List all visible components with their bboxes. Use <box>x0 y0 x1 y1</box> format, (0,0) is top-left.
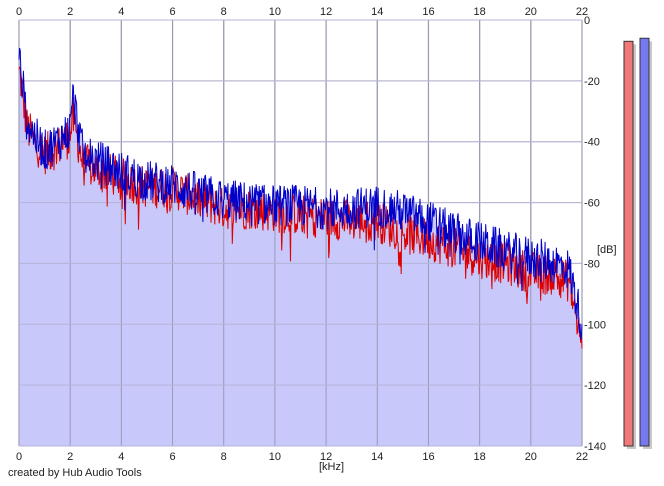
spectrum-area <box>19 48 582 446</box>
x-tick-label-bottom: 2 <box>67 451 73 463</box>
level-meter-2 <box>639 37 650 447</box>
x-tick-label-bottom: 8 <box>221 451 227 463</box>
x-tick-label-bottom: 12 <box>320 451 332 463</box>
y-tick-label: -40 <box>584 137 600 149</box>
series-line-2 <box>18 47 583 340</box>
x-tick-label-top: 8 <box>221 6 227 18</box>
x-tick-label-top: 0 <box>16 6 22 18</box>
level-meters <box>623 37 652 450</box>
x-tick-label-bottom: 10 <box>269 451 281 463</box>
y-tick-label: -120 <box>584 380 606 392</box>
x-tick-label-bottom: 22 <box>576 451 588 463</box>
spectrum-lines <box>18 47 583 349</box>
y-tick-label: -80 <box>584 258 600 270</box>
y-axis-unit: [dB] <box>597 244 617 256</box>
x-ticks-top: 0 2 4 6 8 10 12 14 16 18 20 22 <box>16 6 588 18</box>
x-tick-label-bottom: 20 <box>525 451 537 463</box>
x-tick-label-top: 22 <box>576 6 588 18</box>
x-tick-label-top: 20 <box>525 6 537 18</box>
x-tick-label-top: 2 <box>67 6 73 18</box>
x-tick-label-bottom: 16 <box>422 451 434 463</box>
x-axis-unit: [kHz] <box>319 461 344 473</box>
y-tick-label: -140 <box>584 441 606 453</box>
x-tick-label-top: 12 <box>320 6 332 18</box>
x-tick-label-bottom: 6 <box>169 451 175 463</box>
x-ticks-bottom: 0 2 4 6 8 10 12 14 16 18 20 22 <box>16 451 588 463</box>
x-tick-label-top: 14 <box>371 6 383 18</box>
y-tick-label: 0 <box>584 15 590 27</box>
y-ticks: 0 -20 -40 -60 -80 -100 -120 -140 <box>584 15 606 453</box>
x-tick-label-top: 10 <box>269 6 281 18</box>
credit-text: created by Hub Audio Tools <box>8 467 142 479</box>
x-tick-label-top: 16 <box>422 6 434 18</box>
y-tick-label: -20 <box>584 76 600 88</box>
y-tick-label: -100 <box>584 319 606 331</box>
x-tick-label-top: 18 <box>474 6 486 18</box>
x-tick-label-bottom: 0 <box>16 451 22 463</box>
x-tick-label-bottom: 4 <box>118 451 124 463</box>
level-meter-1 <box>623 40 634 447</box>
x-tick-label-bottom: 14 <box>371 451 383 463</box>
x-tick-label-top: 6 <box>169 6 175 18</box>
x-tick-label-bottom: 18 <box>474 451 486 463</box>
x-tick-label-top: 4 <box>118 6 124 18</box>
y-tick-label: -60 <box>584 198 600 210</box>
